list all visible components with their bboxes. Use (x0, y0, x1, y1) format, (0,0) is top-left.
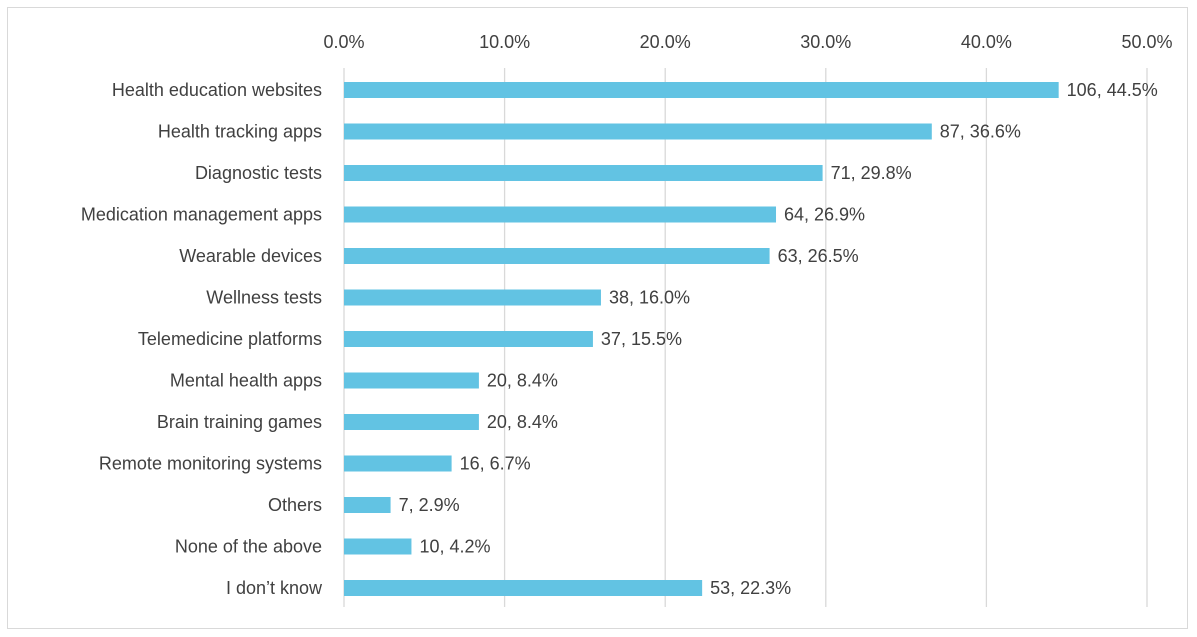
data-label: 64, 26.9% (784, 205, 865, 225)
data-label: 37, 15.5% (601, 329, 682, 349)
data-label: 20, 8.4% (487, 371, 558, 391)
category-label: I don’t know (226, 578, 323, 598)
category-label: Medication management apps (81, 205, 322, 225)
category-label: Mental health apps (170, 371, 322, 391)
bar (344, 538, 412, 555)
category-labels: Health education websites Health tracking… (81, 80, 323, 598)
chart-frame (7, 7, 1188, 629)
category-label: Brain training games (157, 412, 322, 432)
x-tick-label: 20.0% (640, 32, 691, 52)
data-label: 38, 16.0% (609, 288, 690, 308)
bar (344, 248, 770, 264)
bar (344, 455, 452, 472)
x-tick-label: 10.0% (479, 32, 530, 52)
category-label: Wellness tests (206, 288, 322, 308)
bar (344, 289, 601, 306)
bar (344, 123, 932, 140)
bar (344, 82, 1059, 98)
data-label: 71, 29.8% (831, 163, 912, 183)
bar (344, 372, 479, 389)
category-label: Diagnostic tests (195, 163, 322, 183)
data-label: 63, 26.5% (778, 246, 859, 266)
data-label: 7, 2.9% (399, 495, 460, 515)
x-tick-label: 0.0% (323, 32, 364, 52)
category-label: Telemedicine platforms (138, 329, 322, 349)
data-label: 20, 8.4% (487, 412, 558, 432)
bar (344, 580, 703, 596)
bar (344, 497, 391, 513)
category-label: None of the above (175, 537, 322, 557)
data-label: 106, 44.5% (1067, 80, 1158, 100)
gridlines (343, 68, 1148, 607)
x-tick-label: 40.0% (961, 32, 1012, 52)
data-labels: 106, 44.5% 87, 36.6% 71, 29.8% 64, 26.9% 63,… (399, 80, 1158, 598)
data-label: 53, 22.3% (710, 578, 791, 598)
bar (344, 414, 479, 430)
x-axis-ticks: 0.0% 10.0% 20.0% 30.0% 40.0% 50.0% (323, 32, 1172, 52)
data-label: 87, 36.6% (940, 122, 1021, 142)
bar (344, 331, 593, 347)
category-label: Others (268, 495, 322, 515)
bar (344, 165, 823, 181)
bar (344, 206, 777, 223)
data-label: 16, 6.7% (460, 454, 531, 474)
category-label: Health tracking apps (158, 122, 322, 142)
x-tick-label: 50.0% (1121, 32, 1172, 52)
category-label: Remote monitoring systems (99, 454, 322, 474)
category-label: Health education websites (112, 80, 322, 100)
x-tick-label: 30.0% (800, 32, 851, 52)
category-label: Wearable devices (179, 246, 322, 266)
bars (344, 82, 1059, 596)
data-label: 10, 4.2% (419, 537, 490, 557)
